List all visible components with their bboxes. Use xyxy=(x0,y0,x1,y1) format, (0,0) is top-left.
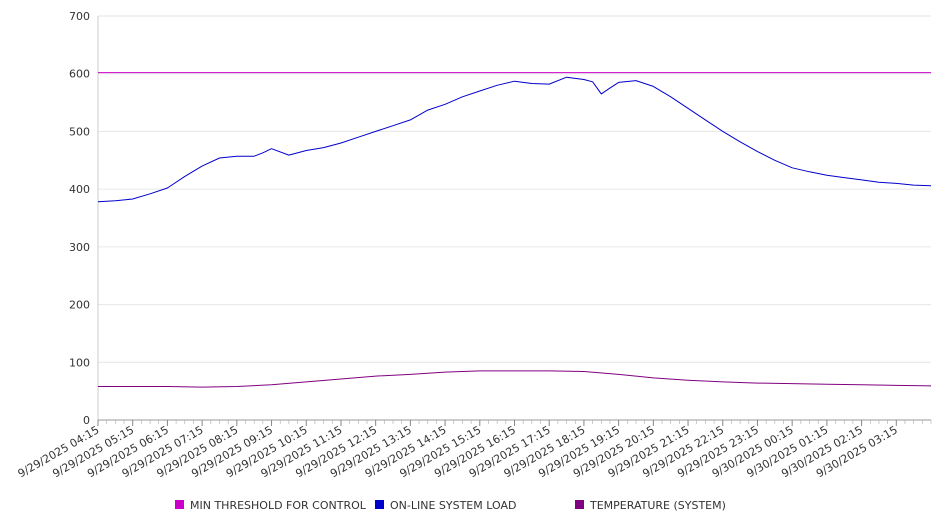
legend-swatch xyxy=(375,500,384,509)
y-tick-label: 300 xyxy=(69,241,90,254)
y-tick-label: 400 xyxy=(69,183,90,196)
legend-swatch xyxy=(175,500,184,509)
legend: MIN THRESHOLD FOR CONTROL ON-LINE SYSTEM … xyxy=(175,499,726,512)
y-tick-label: 500 xyxy=(69,125,90,138)
series-line-2 xyxy=(97,76,932,203)
series-layer xyxy=(97,72,932,388)
series-line-3 xyxy=(98,370,932,388)
grid-layer xyxy=(98,15,931,363)
y-tick-label: 700 xyxy=(69,10,90,23)
legend-label: ON-LINE SYSTEM LOAD xyxy=(390,499,516,512)
y-tick-label: 100 xyxy=(69,356,90,369)
y-tick-label: 600 xyxy=(69,68,90,81)
y-tick-label: 200 xyxy=(69,299,90,312)
legend-label: MIN THRESHOLD FOR CONTROL xyxy=(190,499,367,512)
y-tick-label: 0 xyxy=(83,414,90,427)
legend-label: TEMPERATURE (SYSTEM) xyxy=(589,499,726,512)
legend-swatch xyxy=(575,500,584,509)
